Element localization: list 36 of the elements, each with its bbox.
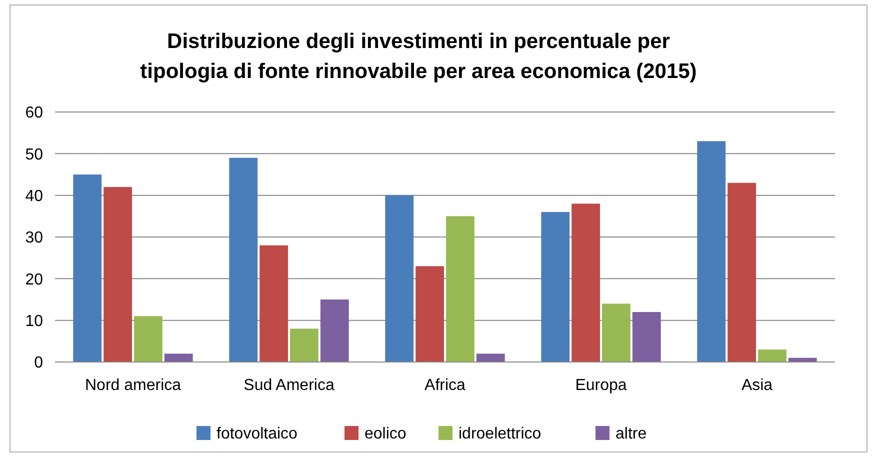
x-tick-label: Asia <box>741 377 773 394</box>
y-tick-label: 40 <box>25 188 44 205</box>
bar <box>290 328 318 362</box>
bar <box>104 187 132 362</box>
bar <box>164 354 193 362</box>
legend-label: altre <box>616 426 647 443</box>
bar <box>416 266 444 362</box>
legend-label: idroelettrico <box>458 426 542 443</box>
y-tick-label: 10 <box>25 312 44 330</box>
bar <box>541 212 570 362</box>
legend-label: fotovoltaico <box>216 426 298 443</box>
bar <box>476 354 505 362</box>
chart-title: Distribuzione degli investimenti in percentuale per tipologia di fonte rinnovabile per area economica (2015) <box>140 30 697 83</box>
bar <box>134 316 162 362</box>
bar <box>320 300 349 362</box>
y-tick-label: 30 <box>25 230 44 247</box>
bar <box>385 195 414 362</box>
y-tick-label: 50 <box>25 146 44 164</box>
bar <box>697 141 726 362</box>
x-tick-label: Sud America <box>244 377 334 394</box>
bar <box>572 204 600 362</box>
y-tick-label: 20 <box>25 271 44 288</box>
bar <box>73 174 102 362</box>
y-tick-label: 0 <box>34 354 44 372</box>
bar <box>260 245 288 362</box>
x-tick-label: Nord america <box>84 377 182 394</box>
bar <box>758 350 786 362</box>
y-tick-label: 60 <box>25 104 44 122</box>
bar <box>632 312 661 362</box>
legend-label: eolico <box>364 426 406 443</box>
x-tick-label: Europa <box>575 377 627 394</box>
bar <box>728 182 756 362</box>
x-tick-label: Africa <box>424 377 466 394</box>
bar <box>229 158 258 362</box>
bar <box>446 216 474 362</box>
bar <box>602 304 630 362</box>
